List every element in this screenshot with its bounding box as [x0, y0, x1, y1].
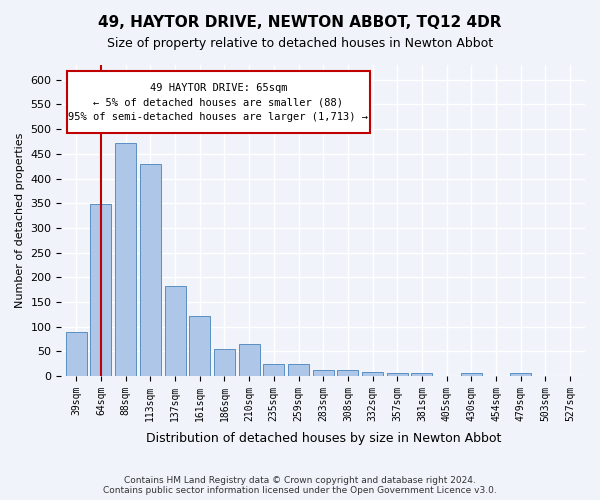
Bar: [412, 374, 433, 376]
Bar: [288, 364, 309, 376]
Bar: [461, 374, 482, 376]
Bar: [189, 316, 210, 376]
Bar: [337, 370, 358, 376]
Bar: [66, 332, 87, 376]
Bar: [510, 374, 531, 376]
X-axis label: Distribution of detached houses by size in Newton Abbot: Distribution of detached houses by size …: [146, 432, 501, 445]
Bar: [387, 374, 408, 376]
Text: Contains HM Land Registry data © Crown copyright and database right 2024.
Contai: Contains HM Land Registry data © Crown c…: [103, 476, 497, 495]
Bar: [263, 364, 284, 376]
Bar: [91, 204, 112, 376]
Bar: [214, 349, 235, 376]
Bar: [239, 344, 260, 376]
Y-axis label: Number of detached properties: Number of detached properties: [15, 133, 25, 308]
Bar: [164, 286, 185, 376]
Text: Size of property relative to detached houses in Newton Abbot: Size of property relative to detached ho…: [107, 38, 493, 51]
FancyBboxPatch shape: [67, 71, 370, 134]
Bar: [313, 370, 334, 376]
Text: 49 HAYTOR DRIVE: 65sqm
← 5% of detached houses are smaller (88)
95% of semi-deta: 49 HAYTOR DRIVE: 65sqm ← 5% of detached …: [68, 82, 368, 122]
Bar: [362, 372, 383, 376]
Text: 49, HAYTOR DRIVE, NEWTON ABBOT, TQ12 4DR: 49, HAYTOR DRIVE, NEWTON ABBOT, TQ12 4DR: [98, 15, 502, 30]
Bar: [115, 143, 136, 376]
Bar: [140, 164, 161, 376]
